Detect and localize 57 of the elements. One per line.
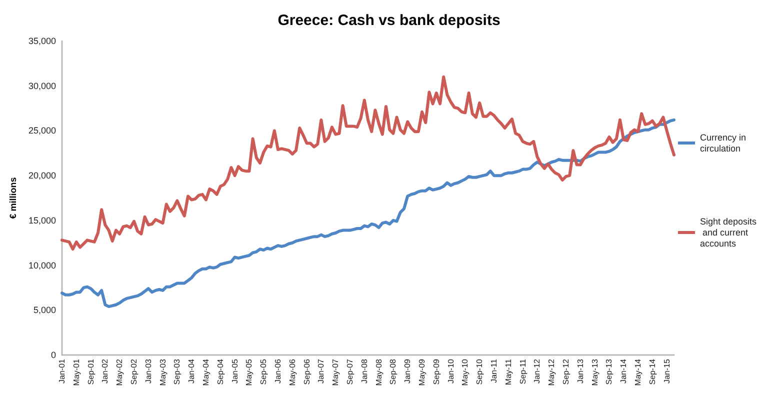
x-tick-label: May-07: [331, 358, 340, 386]
x-tick-label: Jan-05: [230, 358, 240, 384]
x-tick-label: May-05: [244, 358, 254, 386]
y-tick-label: 20,000: [28, 170, 56, 181]
x-tick-label: May-09: [418, 358, 426, 386]
x-tick-label: Sep-06: [302, 358, 312, 385]
x-tick-label: May-04: [202, 358, 210, 386]
x-tick-label: Sep-09: [432, 358, 441, 385]
y-tick-label: 15,000: [28, 215, 56, 226]
chart-title: Greece: Cash vs bank deposits: [278, 12, 500, 29]
y-tick-label: 30,000: [28, 80, 56, 91]
y-tick-label: 25,000: [28, 126, 56, 136]
x-tick-label: Sep-07: [346, 358, 354, 385]
legend-label: Sight deposits and current accounts: [700, 216, 758, 248]
x-tick-label: May-03: [158, 358, 168, 386]
x-tick-label: Sep-05: [259, 358, 268, 385]
x-tick-label: Sep-14: [648, 358, 657, 385]
x-tick-label: May-12: [547, 358, 556, 386]
x-tick-label: Jan-06: [274, 358, 282, 384]
y-tick-label: 10,000: [28, 260, 56, 270]
line-series: [60, 118, 676, 308]
x-tick-label: Sep-04: [216, 358, 225, 385]
x-tick-label: Jan-12: [532, 358, 542, 384]
x-tick-label: Jan-07: [316, 358, 326, 384]
x-tick-label: Jan-08: [360, 358, 369, 384]
x-tick-label: May-08: [374, 358, 384, 386]
x-tick-label: Jan-10: [446, 358, 456, 384]
x-tick-label: Jan-01: [58, 358, 66, 384]
x-tick-label: May-06: [288, 358, 297, 386]
legend-label: Currency in circulation: [700, 132, 749, 154]
x-tick-label: Sep-01: [86, 358, 96, 385]
x-tick-label: Sep-13: [604, 358, 614, 385]
x-tick-label: May-11: [504, 358, 513, 386]
x-tick-label: Jan-13: [576, 358, 585, 384]
x-tick-label: Sep-08: [388, 358, 398, 385]
x-tick-label: Sep-10: [475, 358, 484, 385]
x-tick-label: May-13: [590, 358, 600, 386]
x-tick-label: May-14: [634, 358, 642, 386]
x-tick-label: Sep-03: [172, 358, 182, 385]
x-tick-label: Sep-12: [562, 358, 570, 385]
x-tick-label: Jan-03: [144, 358, 153, 384]
x-tick-label: Jan-15: [662, 358, 672, 384]
x-tick-label: Jan-02: [100, 358, 110, 384]
x-tick-label: Sep-02: [130, 358, 138, 385]
x-tick-label: Jan-11: [490, 358, 498, 383]
x-tick-label: May-02: [115, 358, 124, 386]
y-axis-title: € millions: [8, 177, 18, 219]
line-series: [60, 75, 676, 251]
x-tick-label: Jan-14: [619, 358, 628, 384]
y-tick-label: 35,000: [28, 36, 56, 46]
x-tick-label: Sep-11: [518, 358, 528, 384]
x-tick-label: May-01: [72, 358, 81, 386]
x-tick-label: May-10: [460, 358, 470, 386]
y-tick-label: 5,000: [33, 305, 56, 316]
x-tick-label: Jan-04: [187, 358, 196, 384]
x-tick-label: Jan-09: [403, 358, 412, 384]
y-tick-label: 0: [50, 350, 56, 360]
